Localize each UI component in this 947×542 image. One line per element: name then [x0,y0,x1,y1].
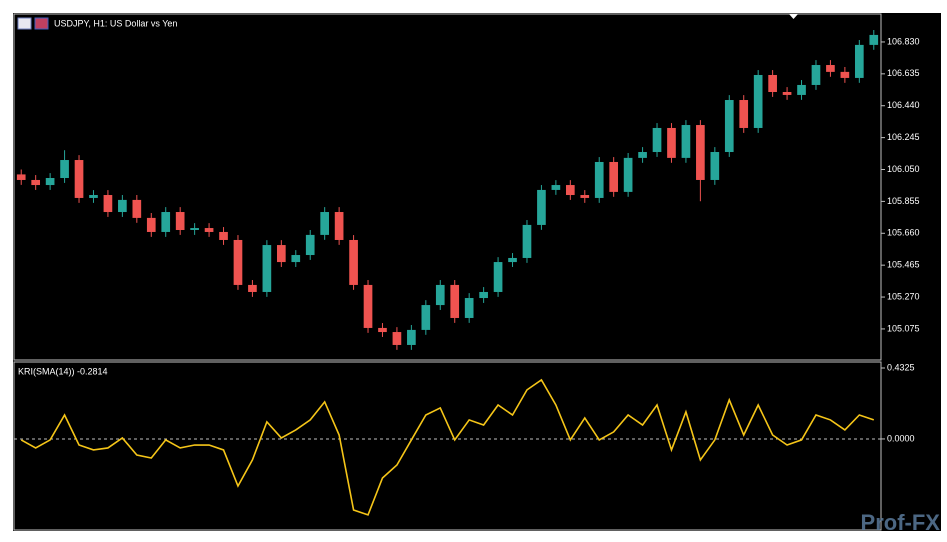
indicator-title: KRI(SMA(14)) -0.2814 [18,366,108,376]
candle-body [840,71,850,78]
candle-body [204,228,214,232]
candle-body [233,239,243,285]
candle-body [667,127,676,158]
candle-body [74,160,84,198]
shift-marker [789,14,798,19]
candle-body [768,74,777,92]
main-panel-frame [13,13,882,361]
y-tick-label: 106.050 [887,164,920,174]
candle-body [146,217,156,232]
candle-body [623,157,633,192]
candle-body [132,199,142,218]
candle-body [681,125,691,158]
candle-body [118,199,127,213]
candle-body [594,161,604,198]
candle-body [652,127,662,153]
y-tick-label: 106.635 [887,68,920,78]
candle-body [565,185,575,196]
symbol-icon [34,17,49,30]
candle-body [609,161,619,192]
candle-body [811,65,821,85]
candle-body [175,212,185,231]
candle-body [551,185,561,190]
y-tick-label: 106.830 [887,36,920,46]
candle-body [219,231,228,240]
candle-body [421,305,431,330]
indicator-panel-frame [13,361,882,531]
candle-body [60,160,69,179]
window-icon [17,17,32,30]
candle-body [349,239,358,285]
candle-body [537,189,546,225]
y-tick-label: 105.660 [887,228,920,238]
candle-body [248,284,257,292]
candle-body [797,84,806,95]
candle-body [103,195,113,213]
candle-body [710,152,720,180]
candle-body [31,179,41,186]
candle-body [45,178,55,186]
y-tick-label: 105.465 [887,260,920,270]
candle-body [363,284,373,328]
candle-body [782,91,792,95]
candle-body [161,212,171,232]
watermark: Prof-FX [861,510,941,535]
y-tick-label: 105.855 [887,196,920,206]
candle-body [869,34,879,45]
candle-body [826,65,835,72]
candle-body [334,212,344,240]
chart-title: USDJPY, H1: US Dollar vs Yen [54,18,177,28]
candle-body [291,255,301,263]
candle-body [392,332,402,345]
candle-body [493,262,503,292]
candle-body [89,195,98,198]
candle-body [638,152,647,158]
y-tick-label: 105.075 [887,323,920,333]
candle-body [854,44,864,78]
y-tick-label: 105.270 [887,291,920,301]
candle-body [305,234,315,256]
candle-body [739,100,749,128]
candle-body [696,125,705,180]
candle-body [378,327,387,333]
candle-body [479,291,488,299]
candle-body [407,329,416,345]
indicator-line [20,378,875,516]
y-tick-label: 0.0000 [887,433,915,443]
candle-body [435,284,445,306]
candle-body [450,284,460,318]
candle-body [276,245,286,263]
candle-body [16,174,26,180]
y-tick-label: 106.440 [887,100,920,110]
candle-body [508,257,517,263]
candle-body [262,245,272,292]
candle-body [464,298,474,318]
candle-body [190,228,199,231]
candle-body [580,195,590,198]
candle-body [724,100,734,153]
y-tick-label: 0.4325 [887,362,915,372]
candle-body [320,212,330,235]
y-tick-label: 106.245 [887,132,920,142]
candle-body [522,224,532,258]
candle-body [753,74,763,128]
